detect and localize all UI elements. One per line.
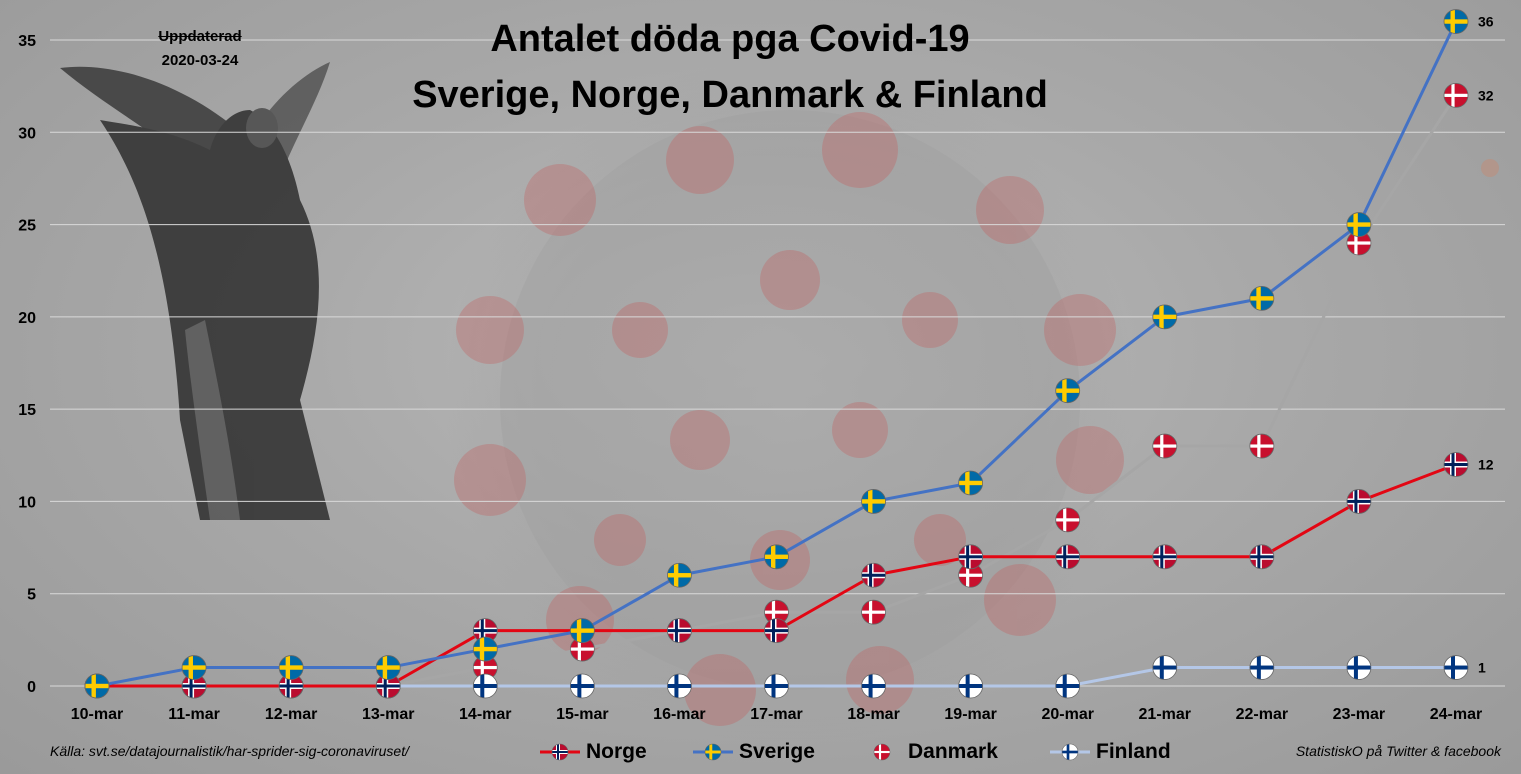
end-label-finland: 1 [1478,660,1486,676]
x-tick-label: 22-mar [1236,706,1288,723]
marker-danmark [1056,508,1080,532]
marker-finland [1153,656,1177,680]
y-tick-label: 10 [18,494,36,511]
credit-note: StatistiskO på Twitter & facebook [1295,743,1501,759]
x-axis: 10-mar 11-mar 12-mar 13-mar 14-mar 15-mar 16-m… [71,706,1482,723]
angel-statue-image [60,62,330,520]
y-axis: 0 5 10 15 20 25 30 35 [18,33,36,696]
marker-danmark [1250,434,1274,458]
x-tick-label: 23-mar [1333,706,1385,723]
marker-finland [667,674,691,698]
chart-subtitle: Sverige, Norge, Danmark & Finland [412,74,1048,116]
legend-label-finland: Finland [1096,740,1171,763]
marker-sverige [279,656,303,680]
legend-label-sverige: Sverige [739,740,815,763]
end-label-sverige: 36 [1478,14,1494,30]
end-labels: 32 1 12 36 [1478,14,1494,676]
legend-swatch-danmark [862,740,902,764]
marker-norge [765,619,789,643]
marker-finland [1056,674,1080,698]
marker-finland [862,674,886,698]
x-tick-label: 13-mar [362,706,414,723]
marker-sverige [667,563,691,587]
legend-item-finland: Finland [1050,738,1171,766]
marker-finland [959,674,983,698]
chart-title: Antalet döda pga Covid-19 [490,18,970,60]
marker-finland [1250,656,1274,680]
marker-norge [667,619,691,643]
marker-sverige [376,656,400,680]
legend-swatch-finland [1050,740,1090,764]
x-tick-label: 11-mar [168,706,220,723]
x-tick-label: 10-mar [71,706,123,723]
updated-date: 2020-03-24 [161,52,239,69]
end-label-norge: 12 [1478,457,1494,473]
x-tick-label: 15-mar [556,706,608,723]
marker-sverige [182,656,206,680]
marker-sverige [1347,213,1371,237]
marker-norge [1153,545,1177,569]
x-tick-label: 16-mar [653,706,705,723]
marker-norge [959,545,983,569]
virus-background-illustration [445,55,1499,745]
marker-sverige [1056,379,1080,403]
marker-sverige [862,489,886,513]
marker-finland [1347,656,1371,680]
x-tick-label: 17-mar [750,706,802,723]
marker-danmark [1444,83,1468,107]
x-tick-label: 20-mar [1041,706,1093,723]
marker-finland [473,674,497,698]
updated-label: Uppdaterad [158,28,242,45]
x-tick-label: 24-mar [1430,706,1482,723]
legend-swatch-norge [540,740,580,764]
legend-item-sverige: Sverige [693,738,815,766]
marker-sverige [85,674,109,698]
marker-sverige [959,471,983,495]
marker-norge [1444,453,1468,477]
x-tick-label: 19-mar [944,706,996,723]
y-tick-label: 30 [18,125,36,142]
y-tick-label: 25 [18,218,36,235]
y-tick-label: 0 [27,679,36,696]
x-tick-label: 12-mar [265,706,317,723]
marker-danmark [1153,434,1177,458]
legend-label-norge: Norge [586,740,647,763]
y-tick-label: 20 [18,310,36,327]
legend-item-norge: Norge [540,738,647,766]
source-note: Källa: svt.se/datajournalistik/har-sprid… [50,743,409,759]
legend-swatch-sverige [693,740,733,764]
marker-finland [1444,656,1468,680]
marker-finland [570,674,594,698]
marker-sverige [765,545,789,569]
x-tick-label: 21-mar [1139,706,1191,723]
marker-norge [1056,545,1080,569]
marker-sverige [570,619,594,643]
y-tick-label: 35 [18,33,36,50]
marker-danmark [862,600,886,624]
y-tick-label: 5 [27,587,36,604]
legend-item-danmark: Danmark [862,738,998,766]
marker-sverige [1444,10,1468,34]
x-tick-label: 14-mar [459,706,511,723]
marker-norge [862,563,886,587]
marker-sverige [1153,305,1177,329]
marker-norge [1347,489,1371,513]
marker-finland [765,674,789,698]
marker-sverige [473,637,497,661]
marker-sverige [1250,286,1274,310]
marker-norge [1250,545,1274,569]
y-tick-label: 15 [18,402,36,419]
end-label-danmark: 32 [1478,87,1494,103]
x-tick-label: 18-mar [847,706,899,723]
legend-label-danmark: Danmark [908,740,998,763]
